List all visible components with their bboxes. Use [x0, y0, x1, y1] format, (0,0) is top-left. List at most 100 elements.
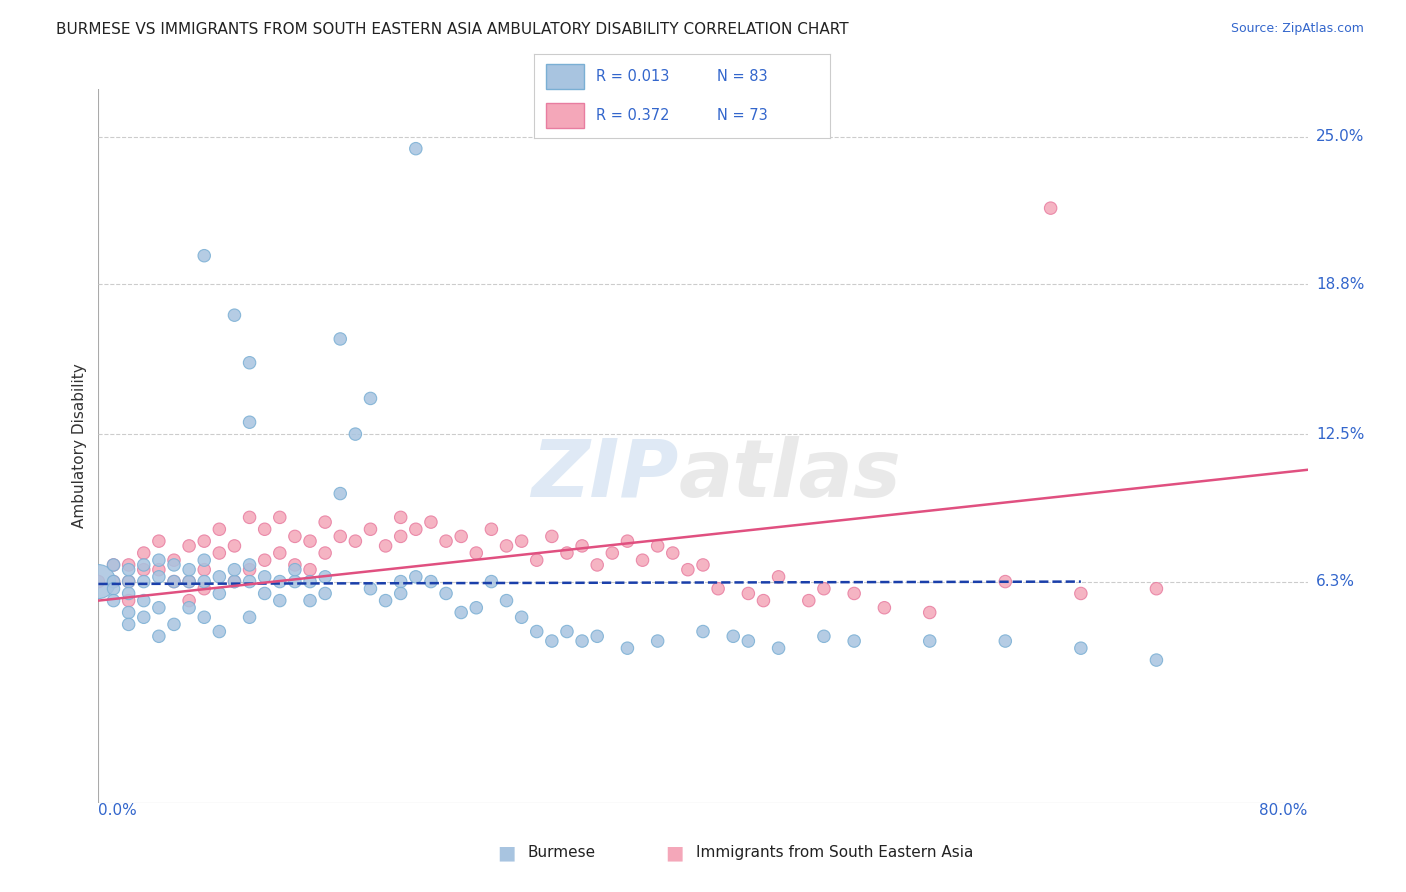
Text: 80.0%: 80.0% — [1260, 803, 1308, 818]
Point — [239, 558, 262, 572]
Point — [526, 624, 548, 639]
Point — [253, 522, 276, 536]
Point — [118, 574, 141, 589]
Point — [239, 574, 262, 589]
Point — [374, 539, 396, 553]
Point — [239, 356, 262, 370]
Point — [721, 629, 744, 643]
Point — [253, 570, 276, 584]
Point — [389, 529, 412, 543]
Point — [737, 634, 759, 648]
Text: Source: ZipAtlas.com: Source: ZipAtlas.com — [1230, 22, 1364, 36]
Point — [193, 582, 215, 596]
Point — [586, 629, 609, 643]
Point — [329, 332, 352, 346]
Point — [284, 574, 307, 589]
Point — [163, 558, 186, 572]
Point — [389, 510, 412, 524]
Point — [1144, 582, 1167, 596]
Point — [239, 510, 262, 524]
Point — [177, 574, 201, 589]
Point — [269, 546, 291, 560]
Point — [132, 558, 155, 572]
Point — [768, 641, 790, 656]
Point — [481, 522, 503, 536]
Point — [118, 558, 141, 572]
Text: 25.0%: 25.0% — [1316, 129, 1364, 145]
Point — [239, 563, 262, 577]
Point — [1070, 586, 1092, 600]
Point — [87, 574, 110, 589]
Point — [132, 546, 155, 560]
Text: R = 0.372: R = 0.372 — [596, 108, 669, 123]
Point — [132, 610, 155, 624]
Point — [224, 308, 246, 322]
Text: 18.8%: 18.8% — [1316, 277, 1364, 292]
Point — [419, 574, 441, 589]
Point — [314, 586, 336, 600]
Point — [224, 574, 246, 589]
Point — [419, 515, 441, 529]
Point — [374, 593, 396, 607]
Point — [269, 574, 291, 589]
Point — [299, 563, 322, 577]
Text: ■: ■ — [496, 843, 516, 863]
Point — [844, 586, 866, 600]
Point — [510, 534, 533, 549]
Point — [224, 539, 246, 553]
Point — [647, 539, 669, 553]
Point — [239, 610, 262, 624]
Point — [299, 593, 322, 607]
Text: Burmese: Burmese — [527, 846, 595, 860]
Point — [571, 539, 593, 553]
Point — [389, 586, 412, 600]
Point — [284, 529, 307, 543]
Point — [465, 546, 488, 560]
Point — [586, 558, 609, 572]
Point — [299, 534, 322, 549]
Point — [284, 563, 307, 577]
Point — [103, 593, 125, 607]
Point — [450, 529, 472, 543]
Point — [647, 634, 669, 648]
Point — [103, 574, 125, 589]
Point — [994, 574, 1017, 589]
Point — [405, 570, 427, 584]
Point — [540, 634, 562, 648]
Point — [707, 582, 730, 596]
Text: ■: ■ — [665, 843, 685, 863]
Point — [360, 392, 382, 406]
Point — [177, 574, 201, 589]
Point — [163, 574, 186, 589]
Text: atlas: atlas — [679, 435, 901, 514]
Point — [918, 606, 941, 620]
Text: Immigrants from South Eastern Asia: Immigrants from South Eastern Asia — [696, 846, 973, 860]
Point — [495, 593, 517, 607]
Point — [224, 574, 246, 589]
Point — [132, 563, 155, 577]
Point — [405, 142, 427, 156]
Point — [253, 586, 276, 600]
Point — [510, 610, 533, 624]
Point — [193, 563, 215, 577]
Point — [344, 534, 367, 549]
Point — [269, 593, 291, 607]
Point — [284, 558, 307, 572]
Text: R = 0.013: R = 0.013 — [596, 69, 669, 84]
Point — [813, 629, 835, 643]
Point — [465, 600, 488, 615]
Point — [602, 546, 624, 560]
Text: 12.5%: 12.5% — [1316, 426, 1364, 442]
Text: N = 83: N = 83 — [717, 69, 768, 84]
Point — [555, 546, 578, 560]
Point — [1070, 641, 1092, 656]
Point — [103, 558, 125, 572]
Point — [314, 570, 336, 584]
Point — [1039, 201, 1062, 215]
Point — [314, 546, 336, 560]
Point — [193, 534, 215, 549]
Point — [118, 617, 141, 632]
Text: ZIP: ZIP — [531, 435, 679, 514]
Point — [148, 570, 170, 584]
Point — [661, 546, 683, 560]
